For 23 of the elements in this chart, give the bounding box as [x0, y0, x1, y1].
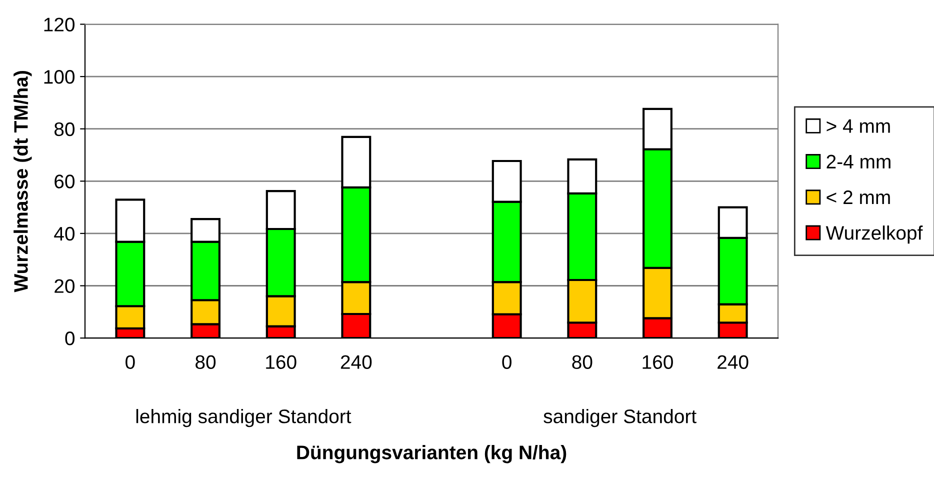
y-tick-label: 100	[44, 70, 75, 84]
x-tick-label: 80	[572, 355, 592, 369]
y-tick-label: 0	[65, 332, 75, 346]
x-tick-label: 160	[642, 355, 673, 369]
y-tick-label: 120	[44, 18, 75, 32]
legend-label: Wurzelkopf	[826, 226, 923, 244]
text: lehmig sandiger Standort	[136, 409, 352, 428]
text: sandiger Standort	[544, 409, 696, 428]
x-tick-label: 240	[340, 355, 372, 369]
y-tick-label: 40	[54, 226, 75, 241]
x-tick-label: 0	[126, 355, 135, 369]
x-tick-label: 80	[196, 355, 216, 369]
y-tick-label: 20	[54, 279, 75, 293]
x-axis-title: Düngungsvarianten (kg N/ha)	[297, 445, 566, 464]
x-tick-label: 0	[502, 355, 512, 369]
x-tick-label: 160	[266, 355, 296, 369]
x-tick-label: 240	[718, 355, 748, 369]
y-axis-title: Wurzelmasse (dt TM/ha)	[14, 71, 32, 292]
legend-label: < 2 mm	[826, 190, 890, 204]
y-tick-label: 80	[54, 122, 75, 136]
legend-label: > 4 mm	[826, 119, 890, 133]
y-tick-label: 60	[54, 174, 75, 188]
legend-label: 2-4 mm	[826, 154, 890, 168]
